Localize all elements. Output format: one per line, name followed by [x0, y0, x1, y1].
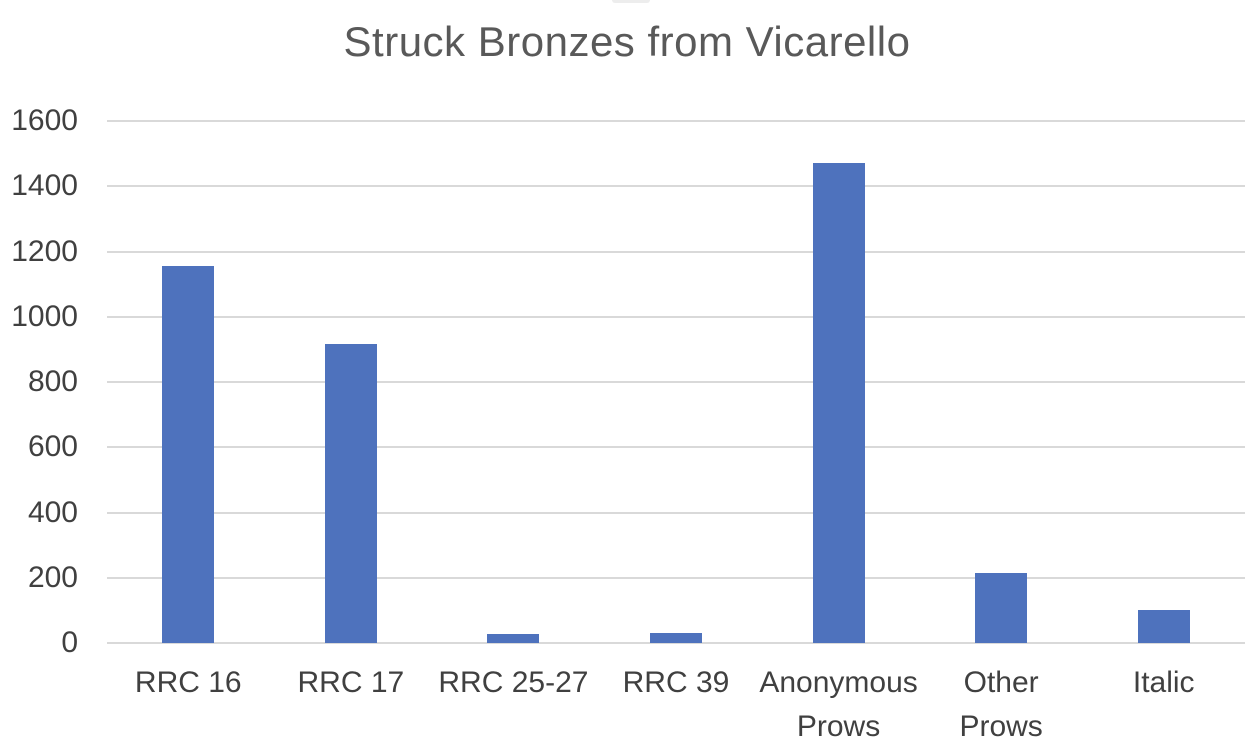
- y-tick-label-400: 400: [27, 495, 78, 529]
- bar-rrc-16: [162, 266, 215, 643]
- y-tick-label-600: 600: [27, 430, 78, 464]
- x-tick-label-rrc-17: RRC 17: [297, 666, 405, 699]
- gridline-200: [107, 576, 1245, 579]
- y-tick-label-200: 200: [27, 560, 78, 594]
- y-tick-label-0: 0: [61, 626, 78, 659]
- gridline-1400: [107, 185, 1245, 188]
- bar-rrc-39: [650, 632, 702, 643]
- bar-rrc-17: [324, 344, 377, 643]
- x-tick-label-italic: Italic: [1132, 666, 1195, 699]
- gridline-800: [107, 381, 1245, 383]
- y-tick-label-1000: 1000: [11, 299, 78, 333]
- y-tick-label-1600: 1600: [11, 104, 78, 137]
- gridline-600: [107, 446, 1245, 449]
- gridline-400: [107, 511, 1245, 514]
- x-tick-label-other-prows: Other Prows: [959, 666, 1043, 743]
- gridline-1000: [107, 315, 1245, 318]
- y-axis-labels: 0 200 400 600 800 1000 1200 1400 1600: [0, 0, 78, 748]
- bar-anonymous-prows: [812, 163, 865, 643]
- x-tick-label-rrc-16: RRC 16: [134, 666, 242, 699]
- gridline-1200: [107, 250, 1245, 253]
- chart-title: Struck Bronzes from Vicarello: [343, 18, 911, 65]
- gridline-0: [107, 642, 1245, 644]
- x-axis-labels: RRC 16 RRC 17 RRC 25-27 RRC 39 Anonymous Pro…: [107, 661, 1245, 748]
- y-tick-label-800: 800: [27, 365, 78, 398]
- cropped-text-artifact: [612, 0, 650, 3]
- y-tick-label-1400: 1400: [11, 169, 78, 203]
- bar-other-prows: [975, 572, 1028, 643]
- gridline-1600: [107, 120, 1245, 122]
- bar-italic: [1137, 610, 1190, 643]
- x-tick-label-rrc-25-27: RRC 25-27: [438, 666, 589, 699]
- bar-rrc-25-27: [487, 634, 540, 643]
- x-tick-label-anonymous-prows: Anonymous Prows: [759, 666, 918, 743]
- x-tick-label-rrc-39: RRC 39: [622, 666, 730, 699]
- y-tick-label-1200: 1200: [11, 234, 78, 268]
- plot-area: [107, 120, 1245, 644]
